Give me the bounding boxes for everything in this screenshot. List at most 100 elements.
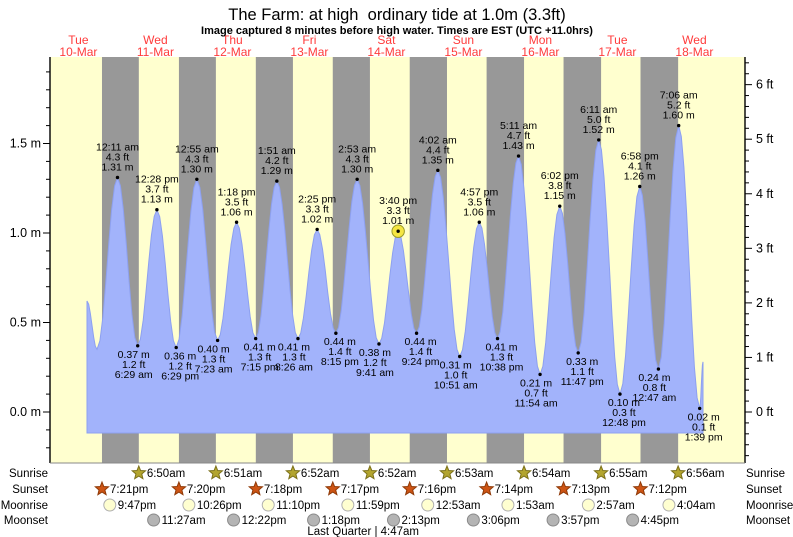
moonrise-circle-icon <box>182 498 196 512</box>
tide-low-label-line: 1.3 ft <box>202 353 225 365</box>
left-axis-tick-label: 1.0 m <box>10 226 41 240</box>
almanac-rows: 6:50am 6:51am 6:52am 6:52am 6:53am 6:54am 6:55… <box>94 464 725 527</box>
tide-low-label-line: 0.40 m <box>198 343 230 355</box>
tide-low-label-line: 0.8 ft <box>643 382 666 394</box>
sunrise-time: 6:52am <box>301 468 339 480</box>
tide-low-label-line: 1.4 ft <box>328 346 351 358</box>
sunset-time: 7:18pm <box>264 484 302 496</box>
sunrise-time: 6:56am <box>686 468 724 480</box>
moonset-circle-icon <box>227 513 241 527</box>
tide-low-label-line: 0.24 m <box>638 372 670 384</box>
tide-low-label-line: 9:24 pm <box>402 356 440 368</box>
tide-high-label-line: 12:55 am <box>175 143 219 155</box>
sunrise-time: 6:52am <box>378 468 416 480</box>
sunset-star-icon <box>632 480 649 496</box>
day-name-label: Thu <box>222 33 243 47</box>
tide-extremum-dot <box>516 154 521 158</box>
tide-low-label-line: 0.37 m <box>118 349 150 361</box>
tide-low-label-line: 1.3 ft <box>282 352 305 364</box>
moonset-circle-icon <box>546 513 560 527</box>
sunrise-star-icon <box>670 464 687 480</box>
moonset-time: 4:45pm <box>641 515 679 527</box>
tide-curve <box>86 125 704 434</box>
tide-high-label-line: 1:51 am <box>258 145 296 157</box>
moonset-time: 2:13pm <box>402 515 440 527</box>
right-axis-tick-label: 4 ft <box>756 187 774 201</box>
tide-low-label-line: 11:54 am <box>515 397 558 409</box>
tide-high-label-line: 1.30 m <box>341 163 373 175</box>
day-date-label: 13-Mar <box>290 45 328 59</box>
sunrise-star-icon <box>362 464 378 480</box>
tide-low-label-line: 11:47 pm <box>561 376 604 388</box>
tide-extremum-dot <box>275 179 279 183</box>
right-axis-tick-label: 3 ft <box>756 241 774 255</box>
tide-low-label-line: 1.3 ft <box>490 352 513 364</box>
tide-high-label-line: 1.35 m <box>422 154 454 166</box>
tide-low-label-line: 0.33 m <box>566 356 598 368</box>
tide-extremum-dot <box>334 331 338 335</box>
tide-low-label-line: 1.0 ft <box>444 370 467 382</box>
tide-extremum-dot <box>597 138 601 142</box>
tide-high-label-line: 5.2 ft <box>667 100 690 112</box>
moonset-circle-icon <box>307 513 321 527</box>
tide-high-label-line: 3.8 ft <box>548 180 571 192</box>
right-axis-tick-label: 6 ft <box>756 78 774 92</box>
tide-high-label-line: 4:02 am <box>419 134 457 146</box>
sunrise-star-icon <box>516 464 532 480</box>
right-axis-tick-label: 5 ft <box>756 132 774 146</box>
tide-low-label-line: 9:41 am <box>356 367 394 379</box>
tide-high-label-line: 2:25 pm <box>298 193 336 205</box>
tide-high-label-line: 1.60 m <box>663 110 695 122</box>
tide-low-label-line: 10:51 am <box>434 380 478 392</box>
tide-high-label-line: 1.02 m <box>301 213 333 225</box>
tide-low-label-line: 0.31 m <box>440 360 472 372</box>
moonset-row-label-right: Moonset <box>746 515 791 527</box>
right-axis-tick-label: 2 ft <box>756 296 774 310</box>
sunrise-time: 6:51am <box>224 468 262 480</box>
moonrise-circle-icon <box>341 498 355 512</box>
tide-high-label-line: 3:40 pm <box>379 195 417 207</box>
tide-low-label-line: 0.21 m <box>520 377 552 389</box>
moonset-time: 3:06pm <box>481 515 519 527</box>
tide-high-label-line: 12:11 am <box>96 142 139 154</box>
tide-low-label-line: 0.41 m <box>244 342 276 354</box>
sunrise-row-label-right: Sunrise <box>746 468 785 480</box>
tide-high-label-line: 6:11 am <box>580 104 617 116</box>
moonrise-time: 11:10pm <box>276 500 320 512</box>
tide-low-label-line: 0.02 m <box>688 411 720 423</box>
sunrise-star-icon <box>130 464 147 480</box>
tide-high-label-line: 4.1 ft <box>628 160 651 172</box>
sunset-row-label-left: Sunset <box>12 484 49 496</box>
tide-low-label-line: 7:15 pm <box>241 362 279 374</box>
right-axis-tick-label: 1 ft <box>756 350 774 364</box>
moonset-time: 3:57pm <box>561 515 599 527</box>
tide-high-label-line: 5:11 am <box>500 120 537 132</box>
day-name-label: Tue <box>607 33 628 47</box>
day-date-label: 18-Mar <box>675 45 713 59</box>
sunrise-row-label-left: Sunrise <box>9 468 48 480</box>
tide-high-label-line: 1.30 m <box>181 163 213 175</box>
tide-extremum-dot <box>558 204 562 208</box>
tide-high-label-line: 2:53 am <box>338 143 376 155</box>
tide-low-label-line: 0.1 ft <box>692 421 715 433</box>
sunset-star-icon <box>324 480 341 496</box>
tide-low-label-line: 0.10 m <box>608 397 640 409</box>
tide-high-label-line: 4.3 ft <box>106 152 129 164</box>
day-name-label: Mon <box>529 33 552 47</box>
tide-extremum-dot <box>638 184 642 189</box>
tide-high-label-line: 6:58 pm <box>621 150 659 162</box>
chart-subtitle: Image captured 8 minutes before high wat… <box>201 25 593 37</box>
sunrise-star-icon <box>285 464 301 480</box>
sunset-star-icon <box>401 480 418 496</box>
day-name-label: Tue <box>68 33 89 47</box>
tide-extremum-dot <box>436 168 440 173</box>
day-date-label: 10-Mar <box>59 45 97 59</box>
moonset-circle-icon <box>147 513 161 527</box>
left-axis-tick-label: 0.5 m <box>10 316 41 330</box>
tide-extremum-dot <box>414 331 419 335</box>
moonrise-time: 4:04am <box>677 500 715 512</box>
tide-high-label-line: 1.15 m <box>544 190 576 202</box>
tide-extremum-dot <box>136 344 140 348</box>
tide-low-label-line: 10:38 pm <box>480 362 524 374</box>
